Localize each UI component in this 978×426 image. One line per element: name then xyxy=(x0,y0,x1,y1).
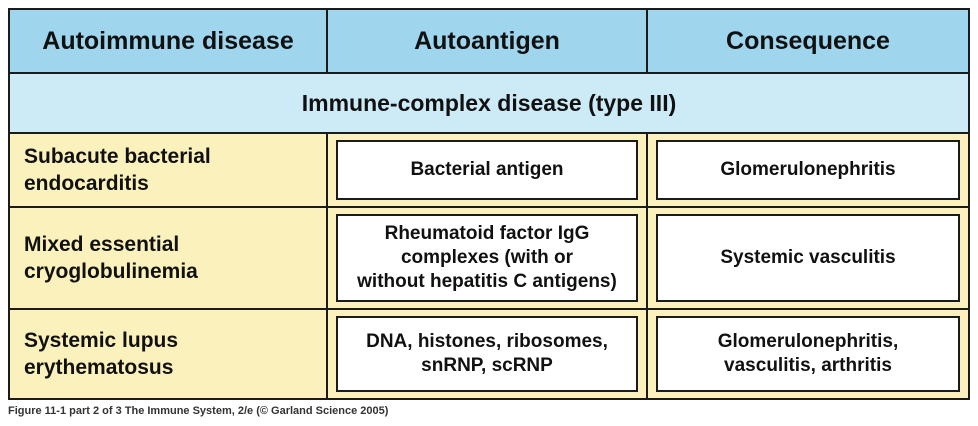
autoantigen-box: Rheumatoid factor IgG complexes (with or… xyxy=(336,214,638,302)
table-row: Subacute bacterial endocarditis Bacteria… xyxy=(10,134,968,208)
consequence-cell: Systemic vasculitis xyxy=(648,208,968,308)
disease-name: Mixed essential cryoglobulinemia xyxy=(24,233,198,283)
autoantigen-cell: Rheumatoid factor IgG complexes (with or… xyxy=(328,208,648,308)
consequence-box: Glomerulonephritis, vasculitis, arthriti… xyxy=(656,316,960,392)
disease-cell: Systemic lupus erythematosus xyxy=(10,310,328,398)
autoantigen-cell: Bacterial antigen xyxy=(328,134,648,206)
table-row: Mixed essential cryoglobulinemia Rheumat… xyxy=(10,208,968,310)
consequence-cell: Glomerulonephritis xyxy=(648,134,968,206)
header-autoimmune-disease: Autoimmune disease xyxy=(10,10,328,72)
disease-name: Subacute bacterial endocarditis xyxy=(24,145,211,195)
table-row: Systemic lupus erythematosus DNA, histon… xyxy=(10,310,968,398)
disease-cell: Mixed essential cryoglobulinemia xyxy=(10,208,328,308)
autoantigen-cell: DNA, histones, ribosomes, snRNP, scRNP xyxy=(328,310,648,398)
header-autoantigen: Autoantigen xyxy=(328,10,648,72)
table-header-row: Autoimmune disease Autoantigen Consequen… xyxy=(10,10,968,74)
autoantigen-box: DNA, histones, ribosomes, snRNP, scRNP xyxy=(336,316,638,392)
disease-cell: Subacute bacterial endocarditis xyxy=(10,134,328,206)
disease-name: Systemic lupus erythematosus xyxy=(24,329,179,379)
consequence-cell: Glomerulonephritis, vasculitis, arthriti… xyxy=(648,310,968,398)
header-consequence: Consequence xyxy=(648,10,968,72)
consequence-box: Glomerulonephritis xyxy=(656,140,960,200)
autoimmune-table: Autoimmune disease Autoantigen Consequen… xyxy=(8,8,970,400)
section-title: Immune-complex disease (type III) xyxy=(10,74,968,134)
autoantigen-box: Bacterial antigen xyxy=(336,140,638,200)
consequence-box: Systemic vasculitis xyxy=(656,214,960,302)
figure-caption: Figure 11-1 part 2 of 3 The Immune Syste… xyxy=(8,405,389,417)
